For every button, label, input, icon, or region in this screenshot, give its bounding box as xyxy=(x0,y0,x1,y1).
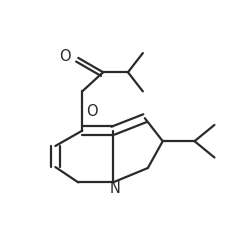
Text: N: N xyxy=(109,181,120,196)
Text: O: O xyxy=(86,104,98,119)
Text: O: O xyxy=(59,49,71,64)
